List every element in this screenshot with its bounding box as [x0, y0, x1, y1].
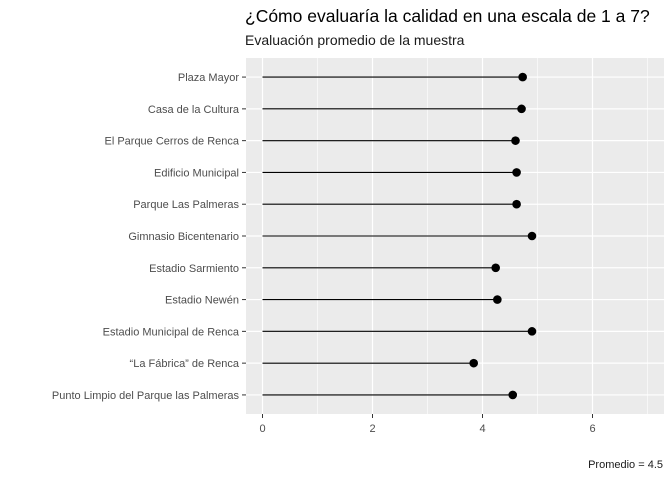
x-tick-label: 6: [589, 423, 595, 435]
category-label: El Parque Cerros de Renca: [104, 136, 239, 148]
lollipop-point: [508, 390, 518, 400]
x-tick-label: 2: [369, 423, 375, 435]
category-label: Plaza Mayor: [178, 72, 239, 84]
category-label: Estadio Municipal de Renca: [103, 326, 240, 338]
x-tick-label: 0: [259, 423, 265, 435]
lollipop-point: [511, 136, 520, 145]
category-label: Punto Limpio del Parque las Palmeras: [52, 390, 240, 402]
lollipop-point: [512, 168, 521, 177]
category-label: “La Fábrica” de Renca: [130, 358, 240, 370]
category-axis: Plaza Mayor Casa de la Cultura El Parque C…: [52, 72, 246, 402]
category-label: Parque Las Palmeras: [133, 199, 239, 211]
x-tick-label: 4: [479, 423, 485, 435]
chart-caption: Promedio = 4.5: [588, 459, 663, 471]
lollipop-point: [491, 263, 501, 273]
chart-title: ¿Cómo evaluaría la calidad en una escala…: [245, 6, 650, 26]
category-label: Edificio Municipal: [154, 167, 239, 179]
lollipop-point: [469, 358, 479, 368]
category-label: Estadio Newén: [165, 295, 239, 307]
data-marks: [262, 72, 537, 400]
lollipop-point: [512, 199, 521, 209]
x-axis: 0 2 4 6: [259, 414, 596, 435]
lollipop-point: [493, 295, 502, 304]
lollipop-point: [527, 231, 537, 241]
category-label: Gimnasio Bicentenario: [128, 231, 239, 243]
lollipop-point: [517, 104, 526, 114]
category-label: Casa de la Cultura: [148, 104, 240, 116]
chart-subtitle: Evaluación promedio de la muestra: [245, 32, 465, 48]
lollipop-point: [518, 72, 527, 82]
category-label: Estadio Sarmiento: [149, 263, 239, 275]
lollipop-point: [527, 327, 537, 336]
